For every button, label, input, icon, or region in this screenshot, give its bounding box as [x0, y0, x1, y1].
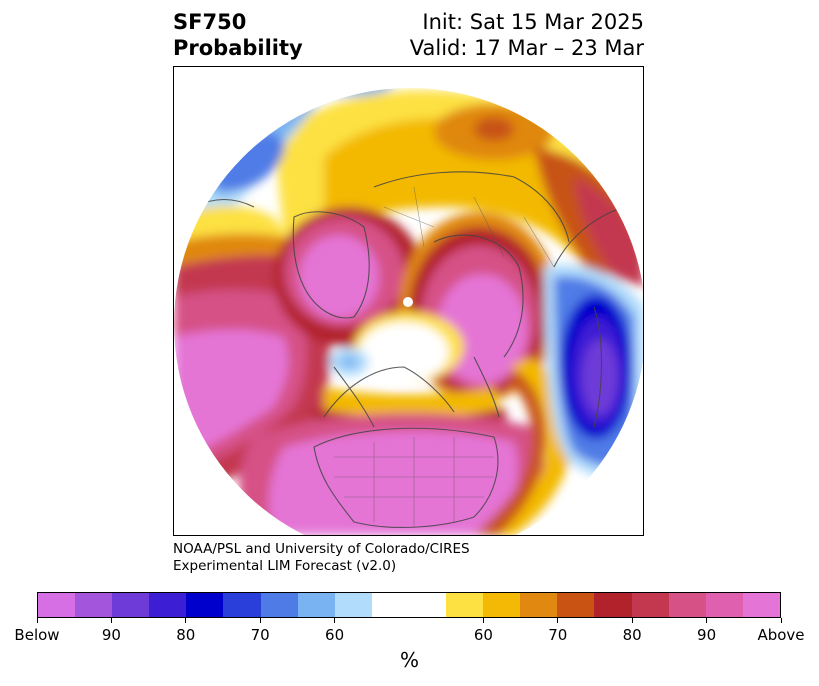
colorbar-swatch — [38, 593, 76, 617]
credit-line-1: NOAA/PSL and University of Colorado/CIRE… — [173, 541, 470, 557]
colorbar-tick-label: 90 — [101, 626, 121, 644]
colorbar-tick — [110, 618, 112, 623]
forecast-dates: Init: Sat 15 Mar 2025 Valid: 17 Mar – 23… — [410, 9, 644, 61]
title-variable: SF750 — [173, 10, 247, 34]
colorbar-swatch — [297, 593, 335, 617]
colorbar-swatch — [557, 593, 595, 617]
colorbar — [37, 592, 781, 618]
colorbar-swatch — [742, 593, 780, 617]
colorbar-tick — [631, 618, 633, 623]
colorbar-swatch — [371, 593, 409, 617]
credit-line-2: Experimental LIM Forecast (v2.0) — [173, 558, 397, 574]
map-svg — [174, 88, 643, 535]
colorbar-swatch — [223, 593, 261, 617]
colorbar-swatch — [186, 593, 224, 617]
colorbar-unit: % — [399, 648, 419, 672]
colorbar-swatch — [149, 593, 187, 617]
colorbar-swatch — [668, 593, 706, 617]
colorbar-tick — [259, 618, 261, 623]
valid-range: Valid: 17 Mar – 23 Mar — [409, 36, 644, 60]
colorbar-swatch — [631, 593, 669, 617]
colorbar-swatch — [705, 593, 743, 617]
colorbar-tick-label: 90 — [697, 626, 717, 644]
colorbar-swatch — [260, 593, 298, 617]
colorbar-swatch — [334, 593, 372, 617]
title-type: Probability — [173, 36, 303, 60]
colorbar-swatch — [483, 593, 521, 617]
colorbar-swatch — [520, 593, 558, 617]
colorbar-tick-label: 80 — [622, 626, 642, 644]
colorbar-tick-label: 70 — [548, 626, 568, 644]
map-title: SF750 Probability — [173, 9, 303, 61]
colorbar-tick — [482, 618, 484, 623]
colorbar-tick — [780, 618, 782, 623]
credit-text: NOAA/PSL and University of Colorado/CIRE… — [173, 541, 470, 575]
colorbar-tick — [706, 618, 708, 623]
colorbar-tick — [334, 618, 336, 623]
colorbar-swatch — [408, 593, 447, 617]
colorbar-tick — [557, 618, 559, 623]
colorbar-swatch — [594, 593, 632, 617]
colorbar-swatch — [75, 593, 113, 617]
colorbar-tick-label: 70 — [250, 626, 270, 644]
init-date: Init: Sat 15 Mar 2025 — [422, 10, 644, 34]
probability-map — [173, 66, 644, 536]
colorbar-tick-label: 60 — [473, 626, 493, 644]
colorbar-tick — [36, 618, 38, 623]
colorbar-tick-label: 60 — [325, 626, 345, 644]
colorbar-swatch — [446, 593, 484, 617]
colorbar-tick-label: 80 — [176, 626, 196, 644]
colorbar-tick — [185, 618, 187, 623]
colorbar-swatch — [112, 593, 150, 617]
colorbar-tick-label: Above — [757, 626, 805, 644]
colorbar-ticks: Below 90 80 70 60 60 70 80 90 Above — [14, 618, 805, 648]
colorbar-tick-label: Below — [14, 626, 60, 644]
